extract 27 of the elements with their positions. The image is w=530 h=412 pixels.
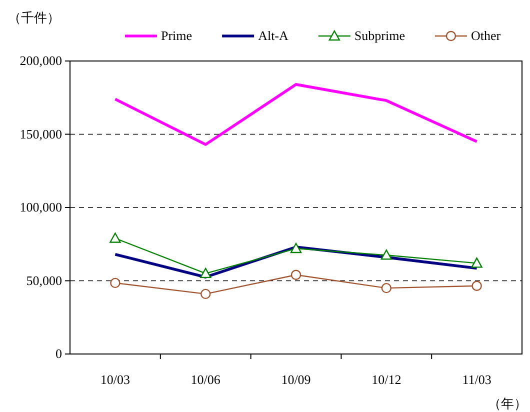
y-tick-label: 150,000 xyxy=(20,126,62,142)
x-tick-label: 10/12 xyxy=(372,372,402,387)
line-series xyxy=(114,83,478,146)
point xyxy=(290,242,302,254)
point xyxy=(200,268,212,278)
x-tick-label: 10/09 xyxy=(281,372,311,387)
x-tick-label: 11/03 xyxy=(462,372,492,387)
point xyxy=(110,232,121,243)
legend-label: Alt-A xyxy=(258,28,290,43)
y-tick-label: 50,000 xyxy=(26,272,62,288)
point xyxy=(471,258,482,268)
legend-label: Subprime xyxy=(354,28,406,43)
point xyxy=(200,288,211,300)
y-axis-title: （千件） xyxy=(8,10,60,25)
x-tick-label: 10/03 xyxy=(100,372,130,387)
point xyxy=(472,280,482,291)
point xyxy=(290,270,302,280)
legend-label: Prime xyxy=(161,28,192,43)
x-axis-title: （年） xyxy=(488,396,527,411)
y-tick-label: 100,000 xyxy=(20,200,62,214)
legend-label: Other xyxy=(470,28,502,43)
y-tick-label: 0 xyxy=(56,346,62,361)
y-tick-label: 200,000 xyxy=(20,53,62,68)
point xyxy=(110,278,120,288)
point xyxy=(381,282,392,294)
point xyxy=(380,250,392,260)
x-tick-label: 10/06 xyxy=(190,372,221,387)
